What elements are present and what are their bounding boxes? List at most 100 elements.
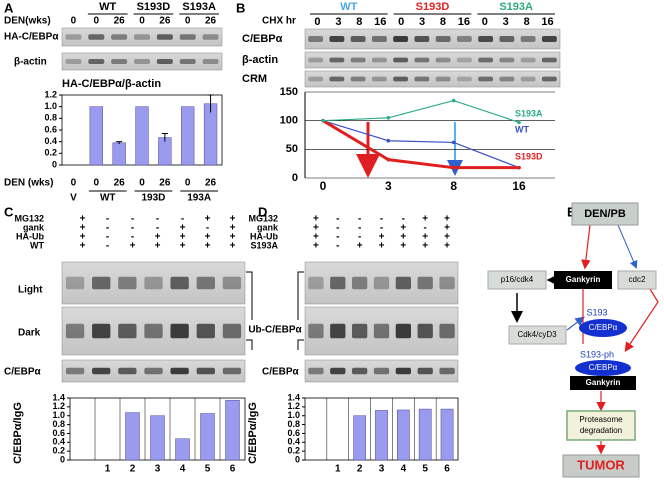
blot-band <box>395 323 412 339</box>
ub-label: Ub-C/EBPα <box>248 325 302 336</box>
point <box>451 140 456 145</box>
sign: + <box>422 214 428 225</box>
bracket <box>297 271 304 320</box>
y-tick-label: 1.2 <box>44 89 57 99</box>
blot-band <box>417 276 433 290</box>
node-box <box>562 454 640 478</box>
series-line <box>322 119 519 170</box>
bar <box>150 415 165 461</box>
sign: + <box>422 232 428 243</box>
point <box>321 118 325 123</box>
group-label: 193A <box>187 193 211 204</box>
arrow <box>624 288 659 352</box>
node-ellipse <box>575 360 631 376</box>
sign: - <box>131 223 134 234</box>
y-tick-label: 1.2 <box>52 401 65 411</box>
point <box>386 157 391 162</box>
blot-band <box>170 367 189 375</box>
blot-band <box>308 276 324 290</box>
sign: - <box>106 223 109 234</box>
blot-band <box>202 34 219 40</box>
blot-band <box>371 57 387 63</box>
blot-band <box>308 57 324 63</box>
row-label: HA-Ub <box>250 231 278 241</box>
y-tick-label: 0.8 <box>52 419 65 429</box>
node-box <box>571 202 639 226</box>
blot-band <box>92 323 111 339</box>
blot-band <box>65 58 82 65</box>
blot-band <box>371 36 387 42</box>
blot-band <box>111 58 128 65</box>
y-tick-label: 1.0 <box>287 410 300 420</box>
bar <box>225 399 240 461</box>
bar <box>89 106 103 166</box>
blot-band <box>439 276 455 290</box>
blot-band <box>170 323 189 339</box>
x-tick-label: 1 <box>335 464 341 475</box>
y-tick-label: 1.2 <box>287 401 300 411</box>
sign: + <box>422 241 428 252</box>
arrow <box>581 224 591 270</box>
blot-band <box>65 34 82 40</box>
series-label: S193D <box>515 151 543 161</box>
blot-band <box>111 34 128 40</box>
blot-label: HA-C/EBPα <box>4 32 59 43</box>
point <box>451 98 456 103</box>
y-tick-label: 50 <box>286 143 298 155</box>
x-axis-label: DEN (wks) <box>4 178 53 189</box>
panel-label: D <box>258 204 267 219</box>
arrow <box>617 224 638 269</box>
panel-label: B <box>236 0 245 15</box>
blot-band <box>144 323 163 339</box>
sign: - <box>424 223 427 234</box>
blot-band <box>222 367 242 375</box>
sign: - <box>106 241 109 252</box>
sign: + <box>205 232 211 243</box>
node-label: p16/cdk4 <box>501 275 534 284</box>
sign: - <box>336 223 339 234</box>
node-label: TUMOR <box>577 457 625 472</box>
sign: + <box>230 223 236 234</box>
blot-band <box>520 36 536 42</box>
bar <box>375 410 388 461</box>
sign: - <box>131 214 134 225</box>
y-tick-label: 0.6 <box>287 428 300 438</box>
blot-band <box>329 76 345 82</box>
sign: + <box>379 241 385 252</box>
blot-band <box>308 76 324 82</box>
x-tick-label: 16 <box>512 179 526 193</box>
diagram: DEN/PB p16/cdk4 Gankyrin cdc2 Cdk4/cyD3 … <box>487 202 659 478</box>
blot-band <box>170 276 189 290</box>
blot-band <box>395 276 412 290</box>
blot <box>304 28 561 50</box>
sign: + <box>80 232 86 243</box>
blot-band <box>499 36 515 42</box>
group-label: S193A <box>182 1 216 13</box>
x-tick-label: 3 <box>155 464 161 475</box>
x-tick-label: 3 <box>385 179 392 193</box>
point <box>386 138 391 143</box>
y-tick-label: 100 <box>280 115 298 127</box>
y-tick-label: 0.6 <box>52 428 65 438</box>
point <box>451 165 456 170</box>
sign: - <box>358 232 361 243</box>
blot-band <box>393 76 409 82</box>
sign: + <box>155 241 161 252</box>
sign: + <box>357 241 363 252</box>
blot-band <box>393 36 409 42</box>
bar <box>200 413 215 461</box>
lane-label: 16 <box>541 16 553 28</box>
y-tick-label: 0 <box>60 454 65 464</box>
x-tick-label: 4 <box>180 464 186 475</box>
x-tick-label: 0 <box>94 178 100 189</box>
blot-band <box>351 367 368 375</box>
blot-band <box>65 367 85 375</box>
sign: + <box>313 241 319 252</box>
sign: + <box>80 223 86 234</box>
node-box <box>566 410 636 441</box>
sign: + <box>230 214 236 225</box>
node-box <box>554 271 612 289</box>
sign: + <box>400 223 406 234</box>
chx-label: CHX hr <box>262 16 296 27</box>
arrow <box>566 316 585 331</box>
